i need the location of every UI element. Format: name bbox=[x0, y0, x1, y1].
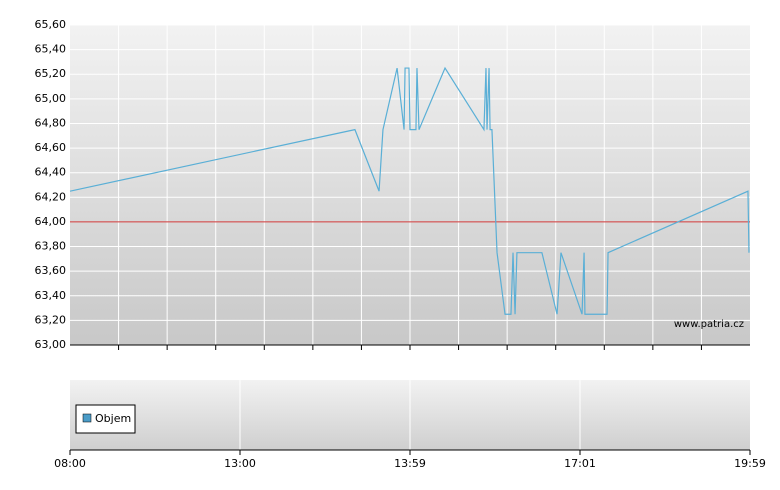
x-tick-label: 13:00 bbox=[224, 457, 256, 470]
watermark: www.patria.cz bbox=[674, 319, 744, 330]
y-tick-label: 63,00 bbox=[35, 338, 67, 351]
y-tick-label: 63,40 bbox=[35, 289, 67, 302]
x-tick-label: 08:00 bbox=[54, 457, 86, 470]
x-tick-label: 19:59 bbox=[734, 457, 766, 470]
y-tick-label: 65,60 bbox=[35, 18, 67, 31]
y-tick-label: 63,80 bbox=[35, 240, 67, 253]
y-tick-label: 65,40 bbox=[35, 43, 67, 56]
x-tick-label: 17:01 bbox=[564, 457, 596, 470]
legend-label: Objem bbox=[95, 412, 131, 425]
y-tick-label: 63,60 bbox=[35, 264, 67, 277]
y-tick-label: 64,20 bbox=[35, 190, 67, 203]
vertical-grid bbox=[118, 25, 702, 350]
y-tick-label: 64,80 bbox=[35, 116, 67, 129]
y-tick-label: 64,60 bbox=[35, 141, 67, 154]
x-tick-label: 13:59 bbox=[394, 457, 426, 470]
y-tick-label: 64,40 bbox=[35, 166, 67, 179]
y-tick-label: 63,20 bbox=[35, 313, 67, 326]
price-line bbox=[69, 66, 750, 315]
y-tick-label: 64,00 bbox=[35, 215, 67, 228]
y-tick-label: 65,00 bbox=[35, 92, 67, 105]
legend-swatch bbox=[82, 413, 92, 423]
layer: 63,00 63,20 63,40 63,60 63,80 64,00 64,20 64,40… bbox=[35, 18, 766, 470]
y-tick-label: 65,20 bbox=[35, 67, 67, 80]
